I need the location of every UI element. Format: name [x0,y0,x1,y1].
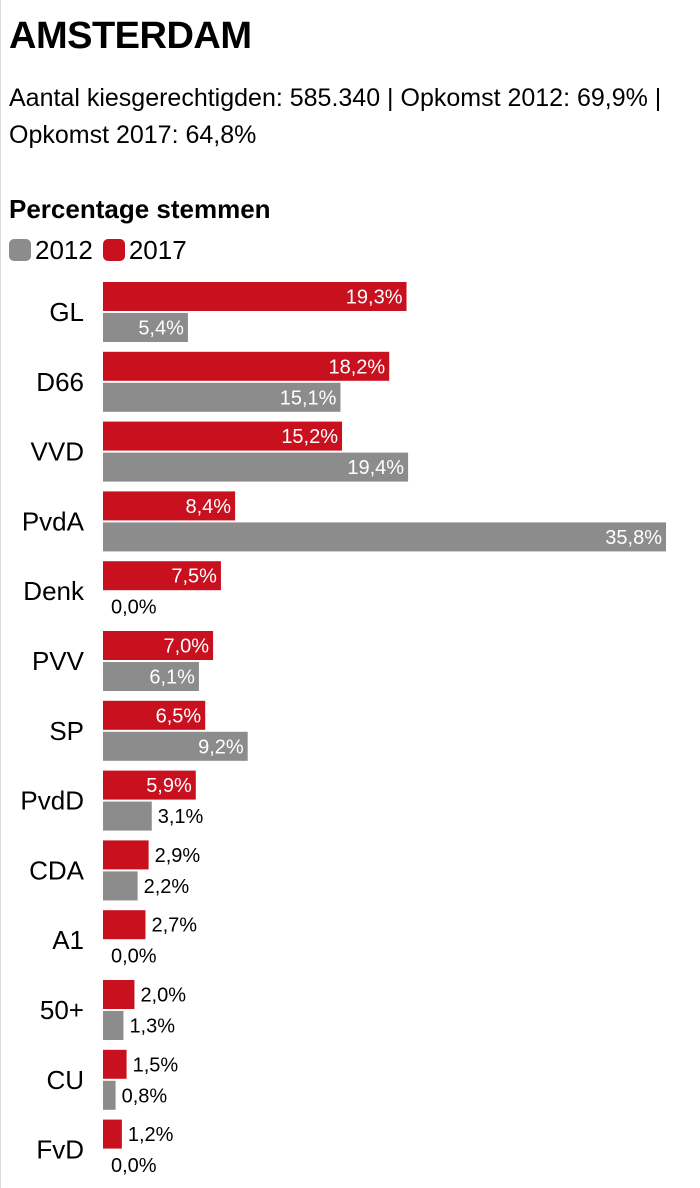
category-label-denk: Denk [23,576,85,606]
value-label-2012-a1: 0,0% [111,946,157,968]
value-label-2017-gl: 19,3% [346,287,403,309]
value-label-2012-fvd: 0,0% [111,1155,157,1177]
bar-2012-sp [103,731,248,761]
value-label-2012-gl: 5,4% [138,318,184,340]
bar-2012-pvda [103,522,666,552]
value-label-2017-50: 2,0% [140,985,186,1007]
value-label-2017-pvv: 7,0% [163,636,209,658]
bar-2017-pvda [103,491,236,521]
value-label-2017-vvd: 15,2% [281,426,338,448]
bar-2012-gl [103,313,188,342]
bar-2012-pvdd [103,801,152,831]
value-label-2012-cu: 0,8% [122,1085,168,1107]
legend-item-2017: 2017 [102,234,187,266]
category-label-50: 50+ [40,995,84,1025]
value-label-2012-50: 1,3% [129,1016,175,1038]
value-label-2017-a1: 2,7% [151,915,197,937]
bar-2017-cda [103,840,149,870]
bar-2017-pvv [103,631,214,660]
legend-swatch-2012 [9,239,31,261]
value-label-2017-denk: 7,5% [171,566,217,588]
legend-label-2012: 2012 [35,234,93,265]
value-label-2012-sp: 9,2% [198,736,244,758]
bar-2017-vvd [103,421,343,451]
bar-2012-pvv [103,662,199,691]
bar-2017-sp [103,700,206,730]
legend-item-2012: 2012 [9,235,93,266]
legend-label-2017: 2017 [128,234,187,265]
value-label-2017-d66: 18,2% [328,356,385,378]
bar-2017-d66 [103,351,390,381]
bar-2017-a1 [103,910,146,940]
bar-2012-cu [103,1080,116,1110]
value-label-2017-cu: 1,5% [133,1054,179,1076]
bar-2017-fvd [103,1119,122,1149]
value-label-2012-cda: 2,2% [144,876,190,898]
bar-2012-vvd [103,452,409,482]
category-label-a1: A1 [52,925,84,955]
category-label-pvv: PVV [32,646,85,676]
bar-2017-pvdd [103,770,196,800]
category-label-pvda: PvdA [22,506,85,536]
category-label-pvdd: PvdD [20,786,84,816]
bar-2012-d66 [103,382,341,412]
chart-title: Percentage stemmen [9,194,271,224]
page-title: AMSTERDAM [9,15,252,57]
value-label-2017-pvdd: 5,9% [146,775,192,797]
value-label-2017-fvd: 1,2% [128,1124,174,1146]
value-label-2012-denk: 0,0% [111,597,157,619]
value-label-2012-d66: 15,1% [280,387,337,409]
page-subtitle: Aantal kiesgerechtigden: 585.340 | Opkom… [9,84,662,149]
legend-swatch-2017 [102,239,125,261]
value-label-2012-pvda: 35,8% [605,527,662,549]
bar-2017-gl [103,282,407,311]
value-label-2012-pvv: 6,1% [149,667,195,689]
category-label-cu: CU [46,1065,84,1095]
value-label-2017-pvda: 8,4% [186,496,232,518]
category-label-vvd: VVD [31,437,84,467]
bar-2017-cu [103,1049,127,1079]
value-label-2017-sp: 6,5% [156,705,202,727]
bar-2017-50 [103,980,135,1009]
bar-2017-denk [103,561,221,591]
category-label-fvd: FvD [36,1135,84,1165]
value-label-2017-cda: 2,9% [155,845,201,867]
value-label-2012-vvd: 19,4% [347,457,404,479]
category-label-cda: CDA [29,855,85,885]
bar-2012-50 [103,1011,124,1040]
category-label-gl: GL [49,297,84,327]
category-label-d66: D66 [36,367,84,397]
frame-border [0,0,1,1188]
value-label-2012-pvdd: 3,1% [158,806,204,828]
category-label-sp: SP [49,716,84,746]
bar-chart: GL 19,3% 5,4% D66 18,2% 15,1% VVD 15,2% 19,4% Pvd… [20,282,666,1177]
chart-legend: 2012 2017 [9,234,197,266]
bar-2012-cda [103,871,138,901]
